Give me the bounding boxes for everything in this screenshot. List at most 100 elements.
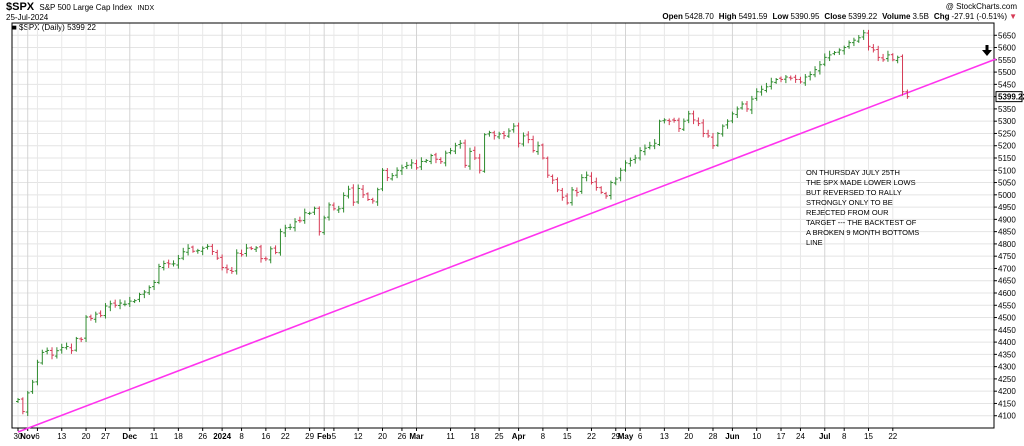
price-bar — [808, 71, 813, 81]
y-tick-label: 4950 — [998, 203, 1016, 212]
x-tick-label: 8 — [239, 432, 244, 441]
price-bar — [152, 279, 157, 291]
stat-label: Close — [824, 12, 846, 21]
price-bar — [59, 343, 64, 354]
price-bar — [681, 118, 686, 131]
price-bar — [166, 259, 171, 268]
y-tick-label: 5350 — [998, 105, 1016, 114]
price-bar — [331, 202, 336, 211]
y-tick-label: 4850 — [998, 228, 1016, 237]
price-bar — [861, 29, 866, 40]
y-tick-label: 5650 — [998, 31, 1016, 40]
price-bar — [550, 174, 555, 185]
price-bar — [45, 347, 50, 355]
stat-value: 5428.70 — [685, 12, 714, 21]
x-tick-label: 29 — [305, 432, 314, 441]
x-tick-label: 20 — [82, 432, 91, 441]
y-tick-label: 4650 — [998, 277, 1016, 286]
x-tick-label: 13 — [57, 432, 66, 441]
price-bar — [361, 185, 366, 199]
y-tick-label: 4350 — [998, 350, 1016, 359]
price-bar — [779, 76, 784, 83]
chart-date: 25-Jul-2024 — [6, 13, 49, 22]
price-bar — [463, 139, 468, 168]
x-tick-label: 17 — [777, 432, 786, 441]
annotation-line: A BROKEN 9 MONTH BOTTOMS — [806, 228, 919, 237]
price-bar — [788, 75, 793, 81]
y-tick-label: 4500 — [998, 314, 1016, 323]
price-bar — [749, 95, 754, 115]
price-bar — [754, 88, 759, 101]
price-bar — [793, 74, 798, 83]
price-bar — [64, 342, 69, 350]
price-bar — [283, 224, 288, 238]
x-tick-label: 26 — [198, 432, 207, 441]
chg-down-arrow-icon: ▼ — [1009, 12, 1017, 21]
price-bar — [79, 337, 84, 343]
price-bar — [127, 296, 132, 307]
x-tick-label: Nov — [20, 432, 36, 441]
price-bar — [293, 218, 298, 232]
price-bar — [443, 150, 448, 167]
price-bar — [322, 215, 327, 235]
price-bar — [492, 130, 497, 140]
y-tick-label: 4550 — [998, 301, 1016, 310]
price-bar — [69, 343, 74, 354]
price-bar — [399, 164, 404, 175]
price-bar — [783, 75, 788, 84]
price-bar — [506, 128, 511, 138]
y-tick-label: 4300 — [998, 363, 1016, 372]
price-bars — [16, 29, 910, 416]
price-bar — [730, 111, 735, 124]
price-bar — [497, 131, 502, 140]
price-bar — [827, 50, 832, 62]
price-bar — [190, 245, 195, 253]
price-bar — [633, 154, 638, 164]
price-bar — [657, 119, 662, 146]
chart-annotation: ON THURSDAY JULY 25TH THE SPX MADE LOWER … — [806, 168, 919, 247]
price-bar — [672, 117, 677, 123]
x-tick-label: 20 — [684, 432, 693, 441]
price-bar — [229, 266, 234, 274]
price-bar — [477, 153, 482, 174]
down-arrow-icon — [982, 45, 992, 56]
x-tick-label: 22 — [281, 432, 290, 441]
x-tick-label: 18 — [174, 432, 183, 441]
x-tick-label: Mar — [409, 432, 423, 441]
price-bar — [618, 167, 623, 182]
chart-symbol: $SPX S&P 500 Large Cap Index INDX — [6, 1, 154, 13]
price-bar — [502, 131, 506, 140]
y-tick-label: 5050 — [998, 179, 1016, 188]
price-bar — [589, 172, 594, 185]
x-tick-label: 8 — [541, 432, 546, 441]
price-bar — [516, 122, 521, 148]
y-tick-label: 4700 — [998, 264, 1016, 273]
x-tick-label: Apr — [512, 432, 526, 441]
price-bar — [288, 223, 293, 230]
annotation-line: ON THURSDAY JULY 25TH — [806, 168, 900, 177]
price-bar — [803, 74, 808, 86]
y-tick-label: 5150 — [998, 154, 1016, 163]
price-bar — [584, 171, 589, 182]
price-bar — [409, 159, 414, 169]
price-bar — [885, 50, 890, 62]
y-tick-label: 5200 — [998, 142, 1016, 151]
price-bar — [297, 216, 302, 223]
price-bar — [458, 140, 463, 149]
price-bar — [327, 202, 332, 221]
price-bar — [890, 53, 895, 62]
stat-label: Volume — [882, 12, 911, 21]
price-bar — [254, 246, 259, 253]
x-tick-label: 22 — [587, 432, 596, 441]
price-bar — [876, 45, 881, 62]
y-tick-label: 4600 — [998, 289, 1016, 298]
price-bar — [759, 85, 764, 96]
x-tick-label: Feb — [317, 432, 331, 441]
x-tick-label: 5 — [332, 432, 337, 441]
y-tick-label: 4200 — [998, 387, 1016, 396]
x-tick-label: Dec — [122, 432, 137, 441]
stat-value: 5491.59 — [739, 12, 768, 21]
price-bar — [667, 118, 672, 126]
price-bar — [526, 131, 531, 144]
x-tick-label: 20 — [378, 432, 387, 441]
